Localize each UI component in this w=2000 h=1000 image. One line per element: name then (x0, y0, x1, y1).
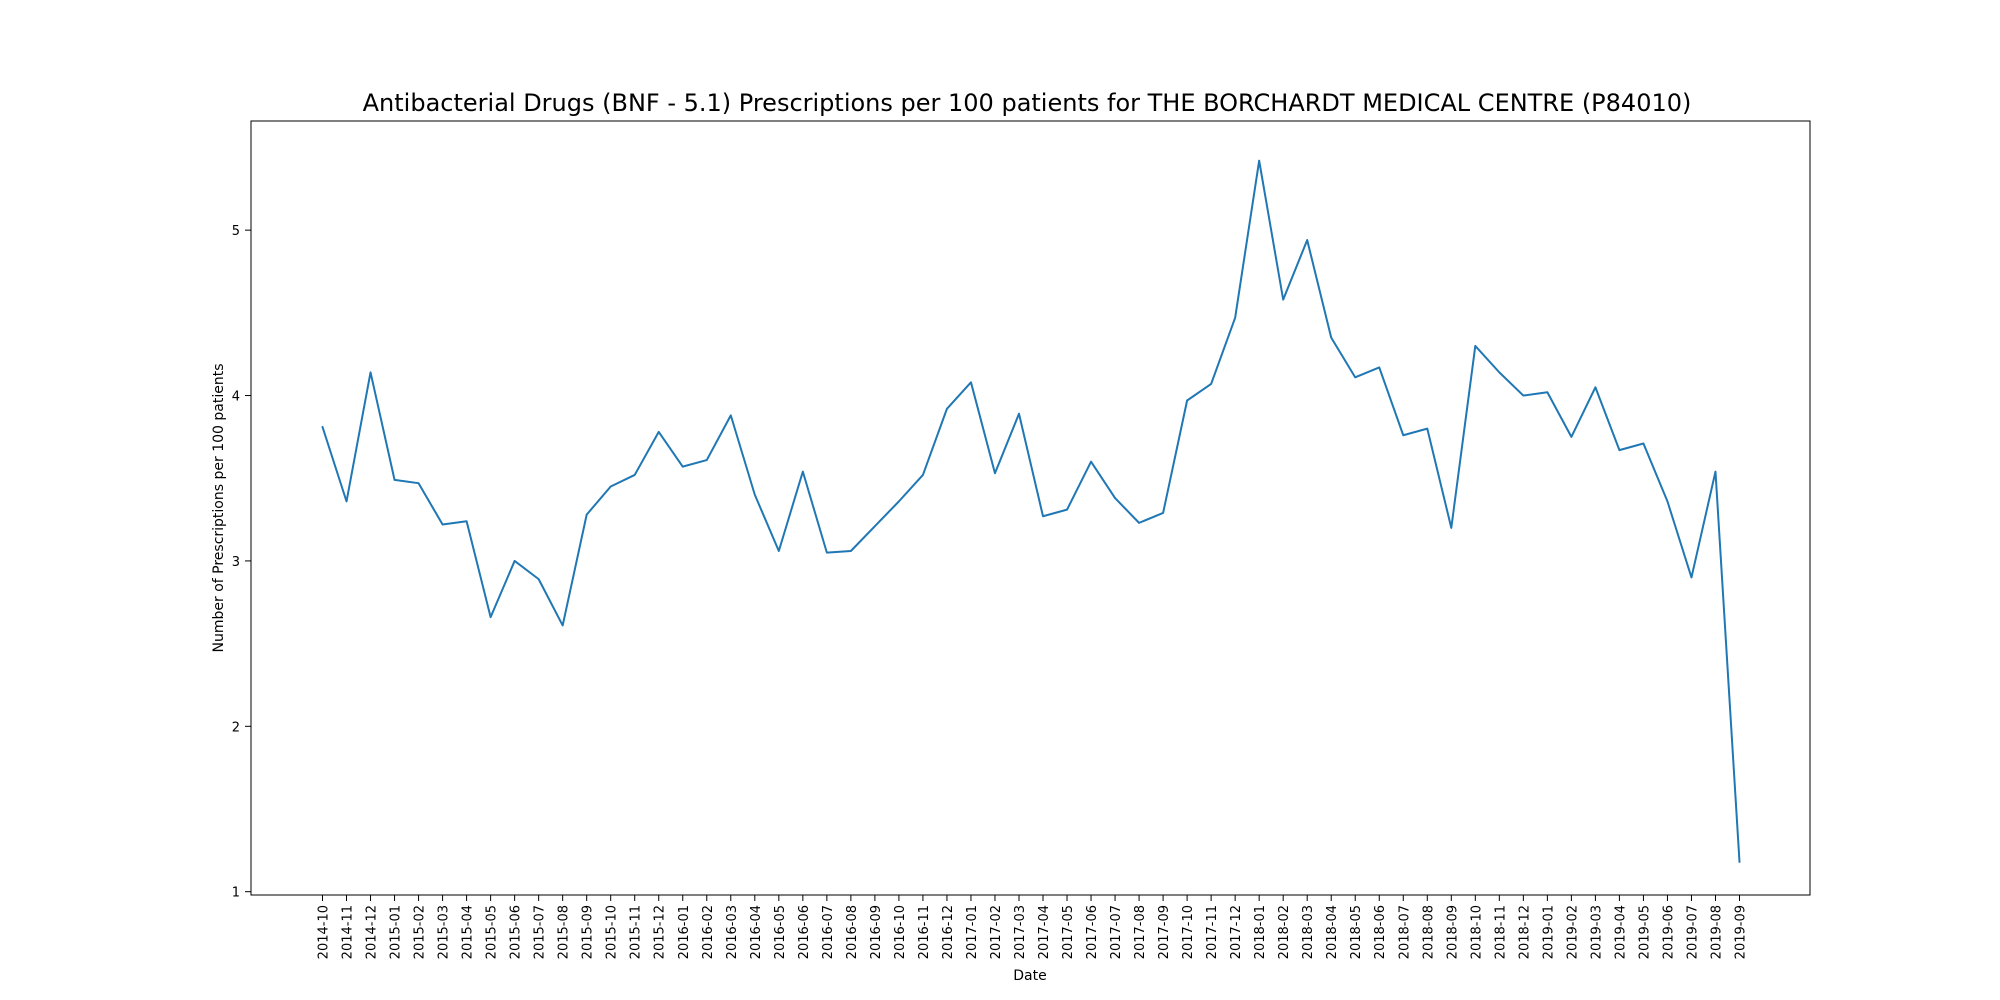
x-tick-label: 2018-05 (1349, 905, 1364, 959)
x-tick-label: 2015-09 (581, 905, 596, 959)
x-tick-label: 2019-08 (1709, 905, 1724, 959)
x-tick-label: 2015-04 (461, 905, 476, 959)
x-tick-label: 2016-03 (725, 905, 740, 959)
x-tick-label: 2019-03 (1589, 905, 1604, 959)
x-tick-label: 2017-05 (1061, 905, 1076, 959)
x-tick-label: 2015-06 (509, 905, 524, 959)
x-tick-label: 2016-07 (821, 905, 836, 959)
plot-area-frame (250, 120, 1811, 896)
y-tick-label: 3 (232, 555, 240, 570)
x-tick-label: 2018-01 (1253, 905, 1268, 959)
x-tick-label: 2016-04 (749, 905, 764, 959)
x-tick-label: 2018-10 (1469, 905, 1484, 959)
x-tick-label: 2016-08 (845, 905, 860, 959)
x-tick-label: 2018-02 (1277, 905, 1292, 959)
x-tick-label: 2018-07 (1397, 905, 1412, 959)
series-line (321, 159, 1741, 863)
x-axis: 2014-10 2014-11 2014-12 2015-01 2015-02 2015-… (317, 895, 1749, 959)
y-axis: 1 2 3 4 5 (232, 224, 251, 901)
x-tick-label: 2014-12 (365, 905, 380, 959)
x-tick-label: 2016-02 (701, 905, 716, 959)
chart-title: Antibacterial Drugs (BNF - 5.1) Prescrip… (363, 89, 1692, 117)
x-tick-label: 2016-05 (773, 905, 788, 959)
x-tick-label: 2015-08 (557, 905, 572, 959)
x-tick-label: 2015-11 (629, 905, 644, 959)
x-tick-label: 2018-11 (1493, 905, 1508, 959)
x-tick-label: 2017-07 (1109, 905, 1124, 959)
x-tick-label: 2017-10 (1181, 905, 1196, 959)
x-axis-label: Date (1013, 968, 1046, 984)
y-tick-label: 1 (232, 886, 240, 901)
x-tick-label: 2015-03 (437, 905, 452, 959)
y-tick-label: 5 (232, 224, 240, 239)
x-tick-label: 2017-01 (965, 905, 980, 959)
y-tick-label: 2 (232, 720, 240, 735)
x-tick-label: 2015-12 (653, 905, 668, 959)
y-tick-label: 4 (232, 390, 240, 405)
x-tick-label: 2017-11 (1205, 905, 1220, 959)
x-tick-label: 2016-01 (677, 905, 692, 959)
x-tick-label: 2019-02 (1565, 905, 1580, 959)
x-tick-label: 2016-10 (893, 905, 908, 959)
x-tick-label: 2016-09 (869, 905, 884, 959)
y-axis-label: Number of Prescriptions per 100 patients (211, 364, 227, 653)
x-tick-label: 2019-04 (1613, 905, 1628, 959)
x-tick-label: 2018-08 (1421, 905, 1436, 959)
x-tick-label: 2017-08 (1133, 905, 1148, 959)
x-tick-label: 2019-06 (1661, 905, 1676, 959)
x-tick-label: 2014-10 (317, 905, 332, 959)
x-tick-label: 2017-06 (1085, 905, 1100, 959)
x-tick-label: 2019-07 (1685, 905, 1700, 959)
x-tick-label: 2016-11 (917, 905, 932, 959)
x-tick-label: 2019-01 (1541, 905, 1556, 959)
x-tick-label: 2015-10 (605, 905, 620, 959)
x-tick-label: 2014-11 (341, 905, 356, 959)
x-tick-label: 2015-07 (533, 905, 548, 959)
x-tick-label: 2015-02 (413, 905, 428, 959)
x-tick-label: 2018-12 (1517, 905, 1532, 959)
x-tick-label: 2016-12 (941, 905, 956, 959)
x-tick-label: 2018-04 (1325, 905, 1340, 959)
x-tick-label: 2015-05 (485, 905, 500, 959)
x-tick-label: 2019-05 (1637, 905, 1652, 959)
x-tick-label: 2017-04 (1037, 905, 1052, 959)
x-tick-label: 2017-09 (1157, 905, 1172, 959)
x-tick-label: 2015-01 (389, 905, 404, 959)
x-tick-label: 2018-09 (1445, 905, 1460, 959)
x-tick-label: 2017-12 (1229, 905, 1244, 959)
x-tick-label: 2016-06 (797, 905, 812, 959)
x-tick-label: 2019-09 (1734, 905, 1749, 959)
x-tick-label: 2018-06 (1373, 905, 1388, 959)
x-tick-label: 2017-03 (1013, 905, 1028, 959)
x-tick-label: 2017-02 (989, 905, 1004, 959)
x-tick-label: 2018-03 (1301, 905, 1316, 959)
